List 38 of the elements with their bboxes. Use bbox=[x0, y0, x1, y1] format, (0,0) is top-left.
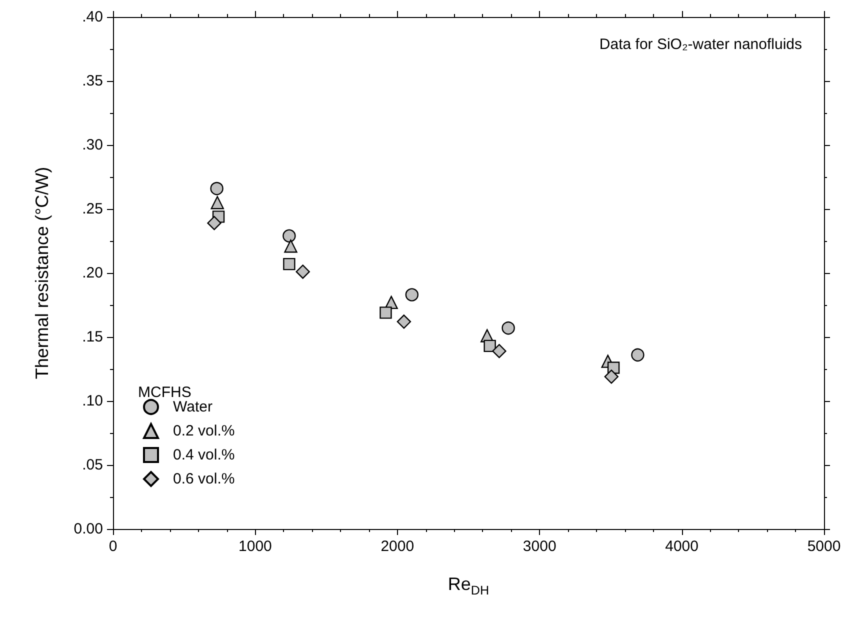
x-axis-title: Re$_{DH}$ bbox=[446, 574, 490, 598]
y-tick-label: .15 bbox=[82, 328, 103, 346]
point bbox=[207, 216, 222, 230]
point bbox=[210, 182, 224, 196]
legend-label: 0.4 vol.% bbox=[173, 446, 235, 464]
point bbox=[604, 370, 619, 384]
x-tick-label: 3000 bbox=[522, 538, 556, 555]
point bbox=[282, 229, 296, 242]
x-tick-label: 5000 bbox=[807, 538, 841, 555]
point bbox=[631, 348, 644, 362]
point bbox=[502, 321, 515, 335]
point bbox=[296, 264, 310, 279]
y-tick-label: .05 bbox=[82, 456, 103, 474]
y-tick-label: .35 bbox=[82, 72, 103, 90]
point bbox=[492, 344, 506, 358]
x-tick-label: 0 bbox=[108, 538, 118, 555]
point bbox=[405, 288, 419, 302]
y-tick-label: .25 bbox=[82, 200, 103, 218]
point bbox=[396, 314, 412, 329]
legend-label: 0.6 vol.% bbox=[173, 470, 235, 488]
legend-title: MCFHS bbox=[138, 384, 192, 401]
y-tick-label: .20 bbox=[82, 264, 103, 282]
point bbox=[284, 240, 298, 253]
point bbox=[380, 306, 392, 319]
x-tick-label: 2000 bbox=[380, 538, 414, 555]
point bbox=[210, 196, 224, 210]
y-tick-label: .30 bbox=[82, 136, 103, 154]
y-tick-label: .10 bbox=[82, 392, 103, 410]
legend-label: 0.2 vol.% bbox=[173, 422, 235, 440]
y-tick-label: 0.00 bbox=[74, 520, 103, 538]
y-tick-label: .40 bbox=[82, 8, 103, 26]
annotation: Data for SiO₂-water nanofluids bbox=[599, 36, 802, 53]
legend-label: Water bbox=[173, 398, 212, 416]
point bbox=[484, 340, 496, 352]
y-axis-title: Thermal resistance (°C/W) bbox=[32, 166, 52, 380]
point bbox=[283, 258, 296, 270]
x-tick-label: 1000 bbox=[238, 538, 272, 555]
x-tick-label: 4000 bbox=[665, 538, 698, 555]
